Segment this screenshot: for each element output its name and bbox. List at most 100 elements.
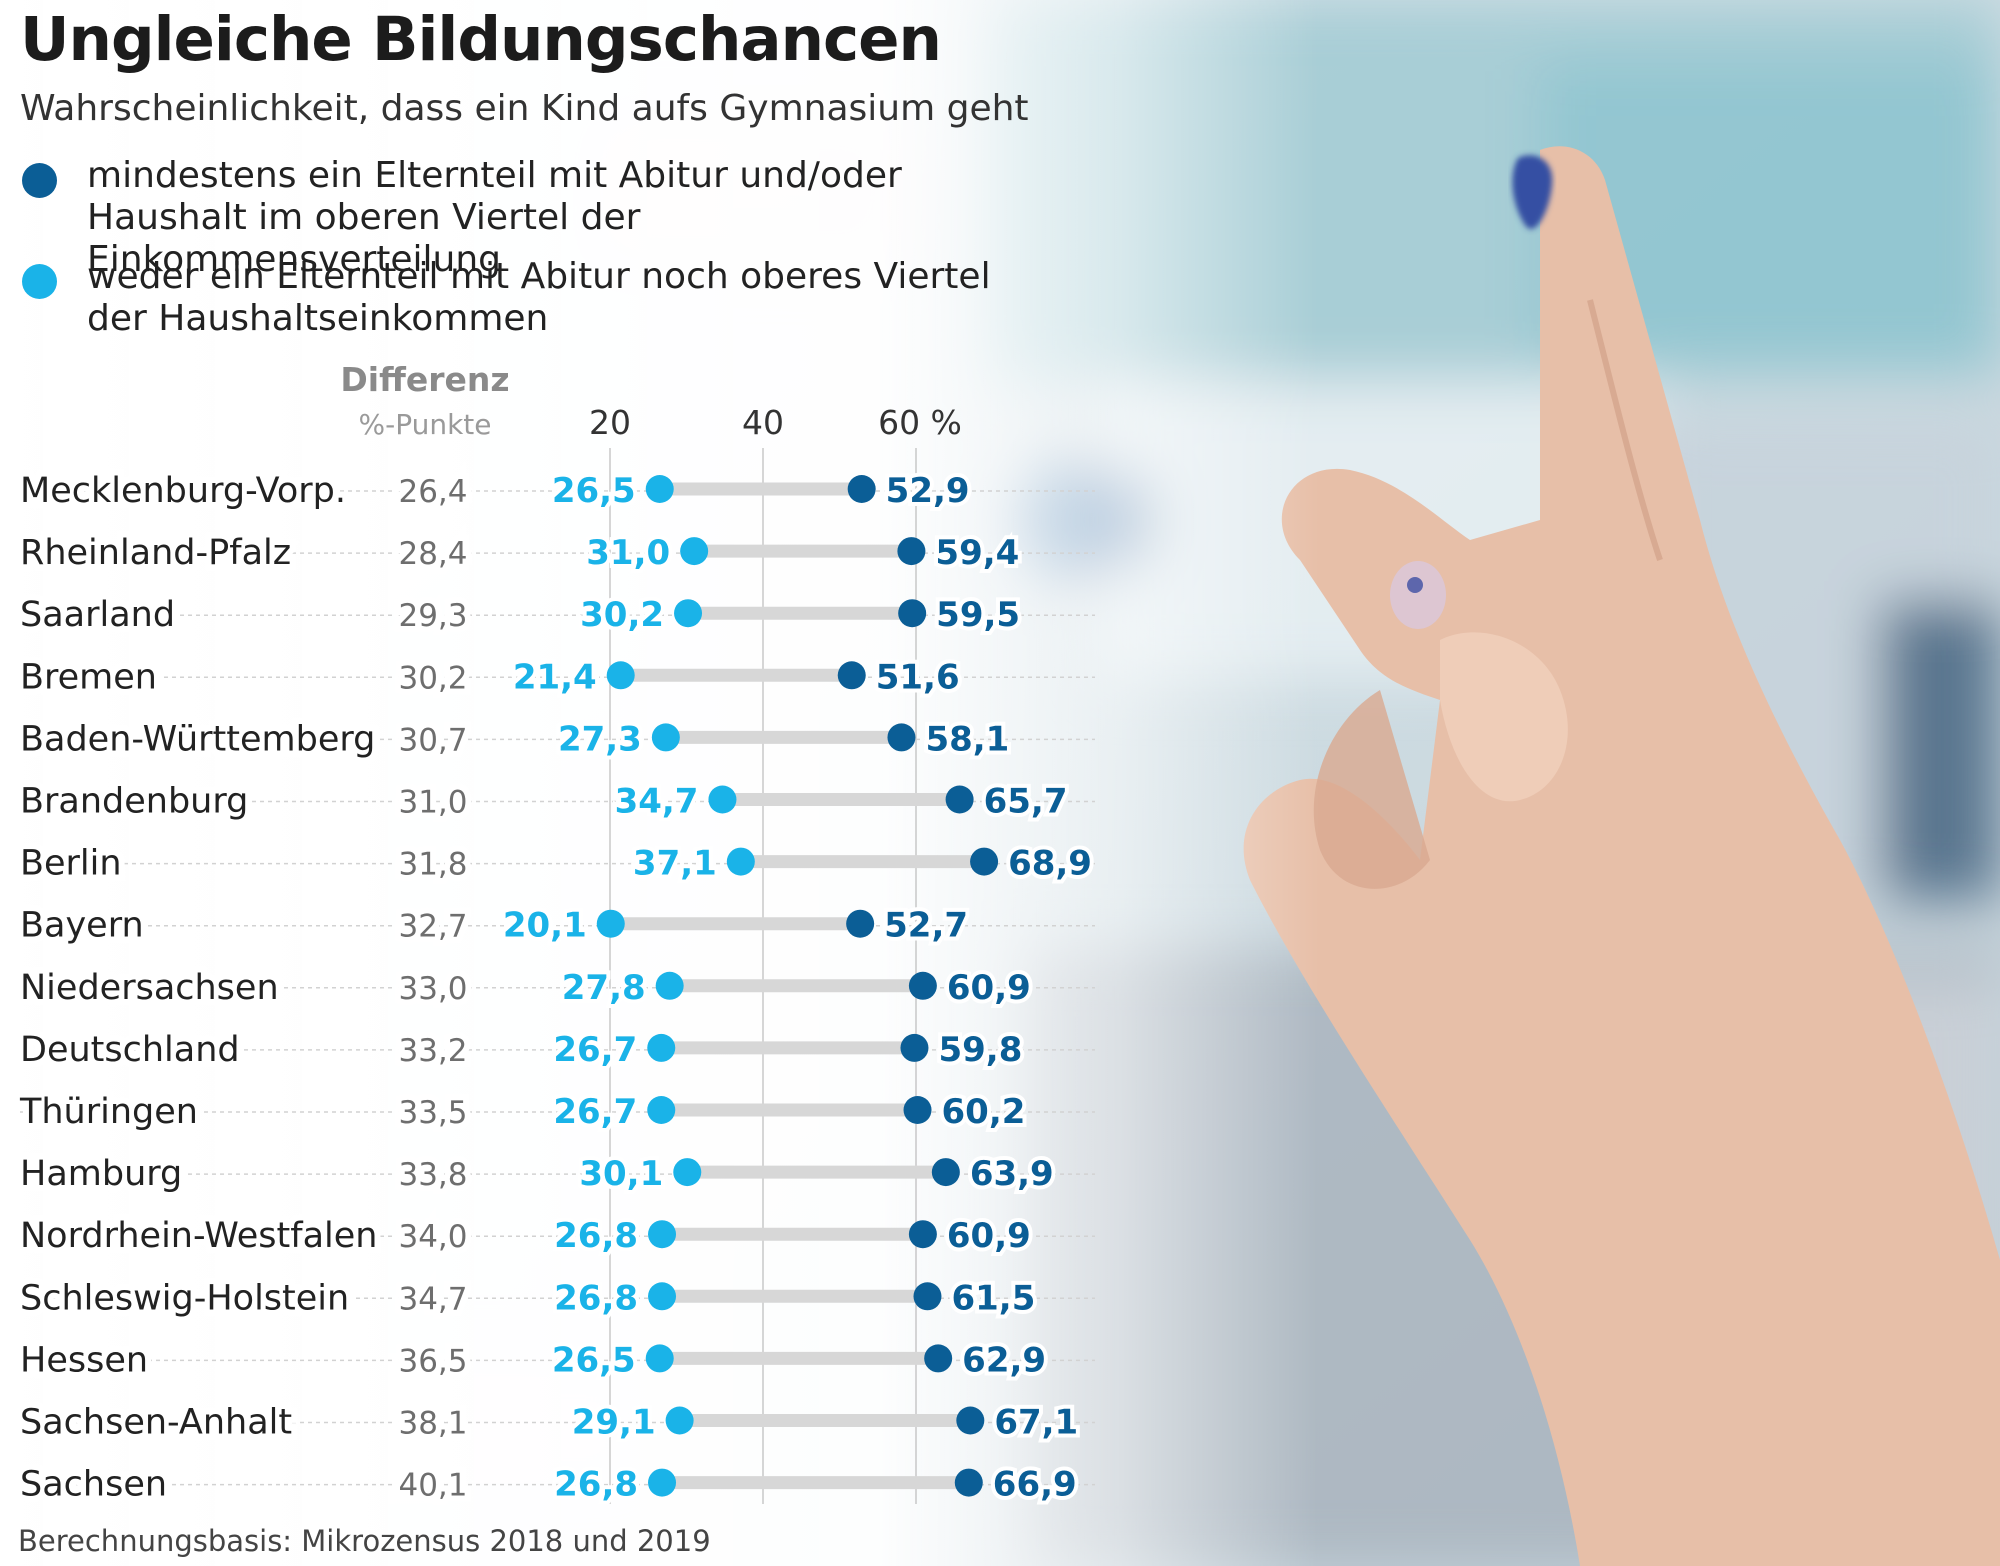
difference-value: 34,0 <box>398 1219 467 1255</box>
data-point-low <box>726 847 755 876</box>
data-point-low <box>674 599 703 628</box>
difference-value: 28,4 <box>398 536 467 572</box>
data-point-high <box>945 785 974 814</box>
data-point-high <box>898 599 927 628</box>
data-label-high: 59,8 <box>938 1030 1022 1070</box>
data-point-low <box>665 1406 694 1435</box>
category-label: Bremen <box>20 657 157 697</box>
data-point-high <box>924 1344 953 1373</box>
difference-value: 34,7 <box>398 1281 467 1317</box>
data-label-low: 26,5 <box>552 471 636 511</box>
data-label-high: 58,1 <box>925 719 1009 759</box>
data-label-low: 30,1 <box>579 1154 663 1194</box>
table-row: Baden-Württemberg 30,7 27,3 58,1 <box>14 713 1095 765</box>
table-row: Hessen 36,5 26,5 62,9 <box>14 1334 1095 1386</box>
data-label-low: 21,4 <box>513 657 597 697</box>
difference-value: 30,7 <box>398 722 467 758</box>
table-row: Hamburg 33,8 30,1 63,9 <box>14 1148 1095 1200</box>
x-tick-label: 20 <box>589 403 631 442</box>
difference-value: 33,5 <box>398 1095 467 1131</box>
difference-value: 32,7 <box>398 909 467 945</box>
difference-subheader: %-Punkte <box>358 408 492 441</box>
data-point-low <box>645 1344 674 1373</box>
x-tick-label: 40 <box>742 403 784 442</box>
data-label-high: 60,2 <box>942 1092 1026 1132</box>
data-point-high <box>956 1406 985 1435</box>
chart-subtitle: Wahrscheinlichkeit, dass ein Kind aufs G… <box>20 88 1029 129</box>
data-label-high: 62,9 <box>962 1340 1046 1380</box>
legend-label-low: weder ein Elternteil mit Abitur noch obe… <box>87 256 991 339</box>
difference-value: 40,1 <box>398 1468 467 1504</box>
data-label-low: 20,1 <box>503 906 587 946</box>
data-label-high: 63,9 <box>970 1154 1054 1194</box>
data-point-low <box>673 1158 702 1187</box>
category-label: Baden-Württemberg <box>20 719 375 759</box>
table-row: Sachsen 40,1 26,8 66,9 <box>14 1459 1095 1511</box>
data-label-high: 60,9 <box>947 968 1031 1008</box>
data-label-low: 34,7 <box>615 782 699 822</box>
data-label-low: 26,5 <box>552 1340 636 1380</box>
category-label: Sachsen-Anhalt <box>20 1403 292 1443</box>
data-label-high: 60,9 <box>947 1216 1031 1256</box>
legend-label-high: mindestens ein Elternteil mit Abitur und… <box>87 155 902 280</box>
data-point-low <box>647 1033 676 1062</box>
legend-dot-high-icon <box>22 163 57 198</box>
data-label-high: 66,9 <box>993 1465 1077 1505</box>
difference-value: 29,3 <box>398 598 467 634</box>
table-row: Niedersachsen 33,0 27,8 60,9 <box>14 962 1095 1014</box>
difference-value: 38,1 <box>398 1406 467 1442</box>
data-label-low: 37,1 <box>633 844 717 884</box>
difference-value: 33,2 <box>398 1033 467 1069</box>
category-label: Brandenburg <box>20 782 248 822</box>
data-point-low <box>680 537 709 566</box>
category-label: Deutschland <box>20 1030 240 1070</box>
table-row: Bremen 30,2 21,4 51,6 <box>14 651 1095 703</box>
table-row: Sachsen-Anhalt 38,1 29,1 67,1 <box>14 1397 1095 1449</box>
data-point-high <box>897 537 926 566</box>
table-row: Schleswig-Holstein 34,7 26,8 61,5 <box>14 1272 1095 1324</box>
source-note: Berechnungsbasis: Mikrozensus 2018 und 2… <box>18 1524 711 1558</box>
data-label-low: 30,2 <box>580 595 664 635</box>
data-point-low <box>655 971 684 1000</box>
category-label: Berlin <box>20 844 122 884</box>
data-label-high: 61,5 <box>951 1278 1035 1318</box>
difference-value: 30,2 <box>398 660 467 696</box>
data-point-high <box>887 723 916 752</box>
category-label: Hamburg <box>20 1154 182 1194</box>
data-label-high: 67,1 <box>994 1403 1078 1443</box>
category-label: Saarland <box>20 595 175 635</box>
data-point-high <box>903 1096 932 1124</box>
data-point-low <box>596 909 625 938</box>
category-label: Nordrhein-Westfalen <box>20 1216 377 1256</box>
data-point-low <box>645 475 674 503</box>
table-row: Saarland 29,3 30,2 59,5 <box>14 589 1095 641</box>
data-label-low: 26,8 <box>554 1465 638 1505</box>
data-label-low: 26,8 <box>554 1278 638 1318</box>
difference-value: 26,4 <box>398 474 467 510</box>
data-point-high <box>846 909 875 938</box>
difference-value: 31,8 <box>398 847 467 883</box>
data-point-high <box>954 1468 983 1497</box>
chart-title: Ungleiche Bildungschancen <box>20 4 942 75</box>
data-point-high <box>908 971 937 1000</box>
table-row: Bayern 32,7 20,1 52,7 <box>14 900 1095 952</box>
data-label-high: 52,9 <box>886 471 970 511</box>
data-point-low <box>648 1468 677 1497</box>
data-point-low <box>648 1220 677 1249</box>
table-row: Rheinland-Pfalz 28,4 31,0 59,4 <box>14 527 1095 579</box>
table-row: Brandenburg 31,0 34,7 65,7 <box>14 776 1095 828</box>
data-label-low: 26,8 <box>554 1216 638 1256</box>
legend-dot-low-icon <box>22 264 57 299</box>
difference-value: 31,0 <box>398 785 467 821</box>
table-row: Berlin 31,8 37,1 68,9 <box>14 838 1096 890</box>
table-row: Nordrhein-Westfalen 34,0 26,8 60,9 <box>14 1210 1095 1262</box>
data-point-low <box>648 1282 677 1311</box>
category-label: Niedersachsen <box>20 968 279 1008</box>
table-row: Thüringen 33,5 26,7 60,2 <box>13 1086 1095 1138</box>
data-label-low: 27,3 <box>558 719 642 759</box>
difference-value: 36,5 <box>398 1343 467 1379</box>
data-label-high: 59,5 <box>936 595 1020 635</box>
data-point-low <box>651 723 680 752</box>
